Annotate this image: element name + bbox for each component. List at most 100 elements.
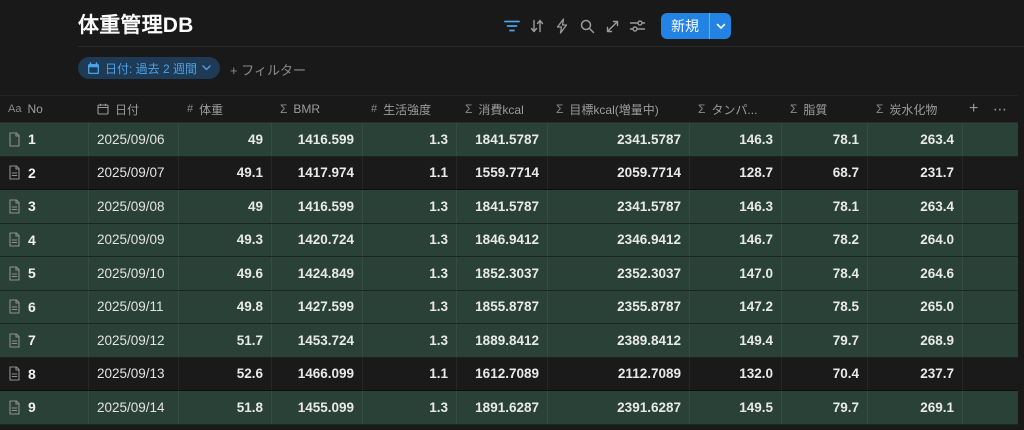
row-title-cell[interactable]: 8 (0, 358, 89, 391)
row-value-cell[interactable]: 68.7 (782, 157, 868, 190)
row-value-cell[interactable]: 1420.724 (272, 224, 363, 257)
add-property-button[interactable]: + (969, 101, 978, 117)
row-value-cell[interactable]: 268.9 (868, 324, 963, 357)
search-icon[interactable] (578, 17, 596, 35)
row-value-cell[interactable]: 1.3 (363, 224, 457, 257)
row-value-cell[interactable]: 49.8 (179, 291, 272, 324)
row-value-cell[interactable]: 1416.599 (272, 123, 363, 156)
row-value-cell[interactable]: 51.7 (179, 324, 272, 357)
row-value-cell[interactable]: 1.1 (363, 157, 457, 190)
row-value-cell[interactable]: 79.7 (782, 324, 868, 357)
row-value-cell[interactable]: 1.3 (363, 123, 457, 156)
row-value-cell[interactable]: 2391.6287 (548, 391, 690, 424)
row-value-cell[interactable]: 132.0 (690, 358, 782, 391)
row-value-cell[interactable]: 263.4 (868, 123, 963, 156)
row-value-cell[interactable]: 1841.5787 (457, 190, 548, 223)
row-value-cell[interactable]: 147.0 (690, 257, 782, 290)
row-value-cell[interactable]: 146.7 (690, 224, 782, 257)
row-value-cell[interactable]: 264.0 (868, 224, 963, 257)
column-header-0[interactable]: AaNo (0, 96, 89, 122)
column-header-7[interactable]: Σタンパ... (690, 96, 782, 122)
row-date-cell[interactable]: 2025/09/11 (89, 291, 179, 324)
row-value-cell[interactable]: 146.3 (690, 190, 782, 223)
row-value-cell[interactable]: 264.6 (868, 257, 963, 290)
row-date-cell[interactable]: 2025/09/14 (89, 391, 179, 424)
column-header-4[interactable]: #生活強度 (363, 96, 457, 122)
view-settings-icon[interactable] (628, 17, 646, 35)
row-value-cell[interactable]: 2352.3037 (548, 257, 690, 290)
row-value-cell[interactable]: 1841.5787 (457, 123, 548, 156)
row-value-cell[interactable]: 1891.6287 (457, 391, 548, 424)
row-value-cell[interactable]: 78.1 (782, 190, 868, 223)
row-title-cell[interactable]: 6 (0, 291, 89, 324)
row-value-cell[interactable]: 1424.849 (272, 257, 363, 290)
row-value-cell[interactable]: 1.3 (363, 391, 457, 424)
row-value-cell[interactable]: 231.7 (868, 157, 963, 190)
row-title-cell[interactable]: 3 (0, 190, 89, 223)
row-value-cell[interactable]: 1427.599 (272, 291, 363, 324)
row-value-cell[interactable]: 1.1 (363, 358, 457, 391)
row-value-cell[interactable]: 146.3 (690, 123, 782, 156)
row-value-cell[interactable]: 2341.5787 (548, 190, 690, 223)
row-value-cell[interactable]: 78.1 (782, 123, 868, 156)
row-title-cell[interactable]: 4 (0, 224, 89, 257)
row-date-cell[interactable]: 2025/09/08 (89, 190, 179, 223)
row-date-cell[interactable]: 2025/09/13 (89, 358, 179, 391)
new-button[interactable]: 新規 (661, 13, 731, 39)
row-value-cell[interactable]: 1559.7714 (457, 157, 548, 190)
row-value-cell[interactable]: 1455.099 (272, 391, 363, 424)
row-value-cell[interactable]: 147.2 (690, 291, 782, 324)
row-value-cell[interactable]: 1453.724 (272, 324, 363, 357)
row-value-cell[interactable]: 78.4 (782, 257, 868, 290)
column-header-8[interactable]: Σ脂質 (782, 96, 868, 122)
row-value-cell[interactable]: 1889.8412 (457, 324, 548, 357)
row-value-cell[interactable]: 1.3 (363, 190, 457, 223)
row-value-cell[interactable]: 49 (179, 123, 272, 156)
row-value-cell[interactable]: 79.7 (782, 391, 868, 424)
row-value-cell[interactable]: 1.3 (363, 324, 457, 357)
row-value-cell[interactable]: 49 (179, 190, 272, 223)
row-value-cell[interactable]: 49.1 (179, 157, 272, 190)
row-value-cell[interactable]: 2341.5787 (548, 123, 690, 156)
row-value-cell[interactable]: 237.7 (868, 358, 963, 391)
add-filter-button[interactable]: + フィルター (230, 60, 306, 79)
row-value-cell[interactable]: 1466.099 (272, 358, 363, 391)
row-value-cell[interactable]: 2355.8787 (548, 291, 690, 324)
row-date-cell[interactable]: 2025/09/06 (89, 123, 179, 156)
row-value-cell[interactable]: 2112.7089 (548, 358, 690, 391)
row-title-cell[interactable]: 2 (0, 157, 89, 190)
row-value-cell[interactable]: 1855.8787 (457, 291, 548, 324)
row-value-cell[interactable]: 1852.3037 (457, 257, 548, 290)
row-title-cell[interactable]: 9 (0, 391, 89, 424)
row-value-cell[interactable]: 1417.974 (272, 157, 363, 190)
row-value-cell[interactable]: 269.1 (868, 391, 963, 424)
row-value-cell[interactable]: 78.2 (782, 224, 868, 257)
column-header-5[interactable]: Σ消費kcal (457, 96, 548, 122)
row-value-cell[interactable]: 1.3 (363, 291, 457, 324)
column-header-6[interactable]: Σ目標kcal(増量中) (548, 96, 690, 122)
row-value-cell[interactable]: 265.0 (868, 291, 963, 324)
column-header-1[interactable]: 日付 (89, 96, 179, 122)
row-value-cell[interactable]: 2389.8412 (548, 324, 690, 357)
row-value-cell[interactable]: 78.5 (782, 291, 868, 324)
row-value-cell[interactable]: 49.6 (179, 257, 272, 290)
sort-icon[interactable] (528, 17, 546, 35)
row-value-cell[interactable]: 149.4 (690, 324, 782, 357)
chevron-down-icon[interactable] (710, 23, 731, 30)
table-more-options-button[interactable]: ⋯ (993, 102, 1008, 116)
row-value-cell[interactable]: 70.4 (782, 358, 868, 391)
row-value-cell[interactable]: 149.5 (690, 391, 782, 424)
column-header-9[interactable]: Σ炭水化物 (868, 96, 963, 122)
row-date-cell[interactable]: 2025/09/07 (89, 157, 179, 190)
row-value-cell[interactable]: 2346.9412 (548, 224, 690, 257)
date-filter-chip[interactable]: 日付: 過去 2 週間 (78, 57, 220, 79)
row-value-cell[interactable]: 1612.7089 (457, 358, 548, 391)
row-title-cell[interactable]: 5 (0, 257, 89, 290)
row-value-cell[interactable]: 49.3 (179, 224, 272, 257)
row-value-cell[interactable]: 1.3 (363, 257, 457, 290)
row-value-cell[interactable]: 1416.599 (272, 190, 363, 223)
automation-icon[interactable] (553, 17, 571, 35)
column-header-2[interactable]: #体重 (179, 96, 272, 122)
row-title-cell[interactable]: 1 (0, 123, 89, 156)
column-header-3[interactable]: ΣBMR (272, 96, 363, 122)
